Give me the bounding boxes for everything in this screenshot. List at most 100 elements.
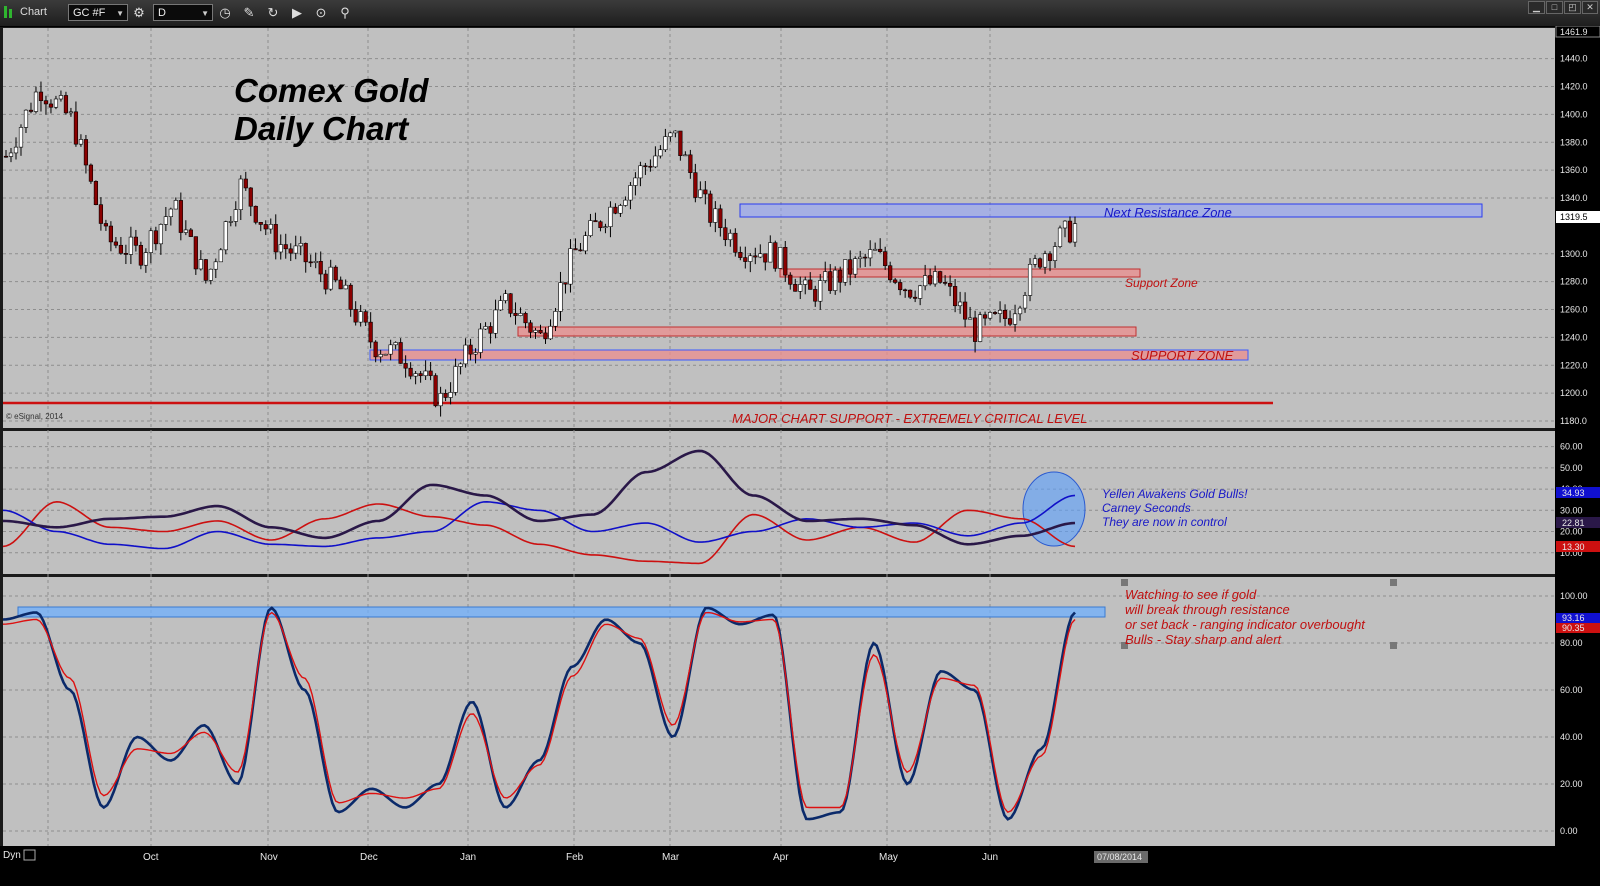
chevron-down-icon[interactable]: ▼ (201, 9, 209, 18)
candle (393, 342, 398, 346)
candle (863, 256, 868, 259)
dmi-pane[interactable] (3, 431, 1555, 574)
price-tick: 1220.0 (1560, 360, 1588, 370)
dyn-toggle-icon[interactable] (23, 849, 36, 861)
candle (148, 230, 153, 253)
candle (488, 326, 493, 334)
adx-value: 22.81 (1562, 518, 1585, 528)
candle (958, 301, 963, 307)
text-box-handle[interactable] (1390, 642, 1397, 649)
month-label: Mar (662, 852, 680, 863)
major-support-label: MAJOR CHART SUPPORT - EXTREMELY CRITICAL… (732, 411, 1087, 426)
adx-badge (1556, 517, 1600, 528)
candle (463, 344, 468, 365)
stoch-tick: 100.00 (1560, 591, 1588, 601)
candle (333, 266, 338, 281)
candle (693, 172, 698, 198)
play-icon[interactable]: ▶ (292, 5, 302, 20)
dmi-note-line3: They are now in control (1102, 515, 1227, 529)
support-mid-box[interactable] (517, 326, 1137, 337)
zoom-icon[interactable]: ⊙ (315, 5, 327, 20)
candle (723, 227, 728, 241)
candle (748, 255, 753, 262)
candle (453, 366, 458, 393)
price-pane[interactable] (3, 28, 1555, 428)
candle (88, 164, 94, 182)
candle (538, 329, 543, 334)
text-box-handle[interactable] (1390, 579, 1397, 586)
minimize-icon[interactable]: ▁ (1528, 1, 1545, 14)
candle (368, 321, 373, 343)
text-box-handle[interactable] (1121, 642, 1128, 649)
candle (13, 146, 19, 154)
candle (773, 242, 778, 269)
candle (868, 249, 873, 259)
price-tick: 1380.0 (1560, 137, 1588, 147)
candle (358, 311, 363, 323)
candle (158, 224, 163, 245)
candle (128, 236, 133, 255)
chevron-down-icon[interactable]: ▼ (116, 9, 124, 18)
candle (733, 232, 738, 253)
pencil-icon[interactable]: ✎ (243, 5, 255, 20)
stoch-tick: 80.00 (1560, 638, 1583, 648)
candle (1037, 258, 1043, 268)
candle (273, 224, 278, 253)
candle (1062, 220, 1068, 229)
candle (478, 328, 483, 353)
candle (208, 268, 213, 281)
candles-group (3, 81, 1078, 417)
candle (928, 275, 933, 285)
candle (633, 177, 638, 186)
candle (523, 313, 528, 324)
dyn-label[interactable]: Dyn (3, 850, 21, 861)
dmi-plus-value: 34.93 (1562, 488, 1585, 498)
price-tick: 1200.0 (1560, 388, 1588, 398)
settings-icon[interactable]: ⚙ (133, 5, 145, 20)
dmi-note-line2: Carney Seconds (1102, 501, 1191, 515)
chart-area[interactable]: Comex Gold Daily Chart Next Resistance Z… (0, 26, 1600, 886)
candle (873, 248, 878, 251)
candle (828, 271, 833, 291)
resistance-zone-box[interactable] (739, 203, 1483, 218)
candle (1002, 309, 1008, 319)
candle (268, 224, 273, 230)
symbol-dropdown[interactable]: GC #F ▼ (68, 4, 128, 21)
indicator-lines (2, 449, 1076, 821)
candle (982, 314, 988, 319)
candle (283, 244, 288, 250)
candle (433, 375, 438, 407)
support-zone-low-box[interactable] (369, 349, 1249, 361)
support-zone-box[interactable] (779, 268, 1141, 278)
candle (243, 178, 248, 189)
candle (603, 226, 608, 228)
candle (468, 344, 473, 355)
close-icon[interactable]: ✕ (1582, 1, 1598, 14)
restore-icon[interactable]: ◰ (1564, 1, 1581, 14)
candle (108, 225, 114, 243)
candle (373, 341, 378, 358)
candle (578, 249, 583, 252)
candle (698, 189, 703, 198)
refresh-icon[interactable]: ◷ (219, 5, 231, 20)
toolbar: Chart GC #F ▼ D ▼ ⚙ ◷ ✎ ↻ ▶ ⊙ ⚲ ▁ □ ◰ ✕ (0, 0, 1600, 27)
cycle-icon[interactable]: ↻ (267, 5, 279, 20)
candle (913, 296, 918, 299)
candle (668, 132, 673, 137)
highlight-circle[interactable] (1022, 471, 1086, 547)
text-box-handle[interactable] (1121, 579, 1128, 586)
candle (163, 216, 168, 225)
candle (903, 289, 908, 292)
link-icon[interactable]: ⚲ (340, 5, 350, 20)
stochastic-pane[interactable] (3, 577, 1555, 846)
candle (173, 200, 178, 210)
candle (383, 353, 388, 356)
maximize-icon[interactable]: □ (1546, 1, 1563, 14)
candle (183, 229, 188, 233)
candle (503, 293, 508, 301)
month-label: May (879, 852, 898, 863)
month-label: Dec (360, 852, 378, 863)
interval-dropdown[interactable]: D ▼ (153, 4, 213, 21)
candle (213, 261, 218, 270)
overbought-zone-box[interactable] (17, 606, 1106, 618)
